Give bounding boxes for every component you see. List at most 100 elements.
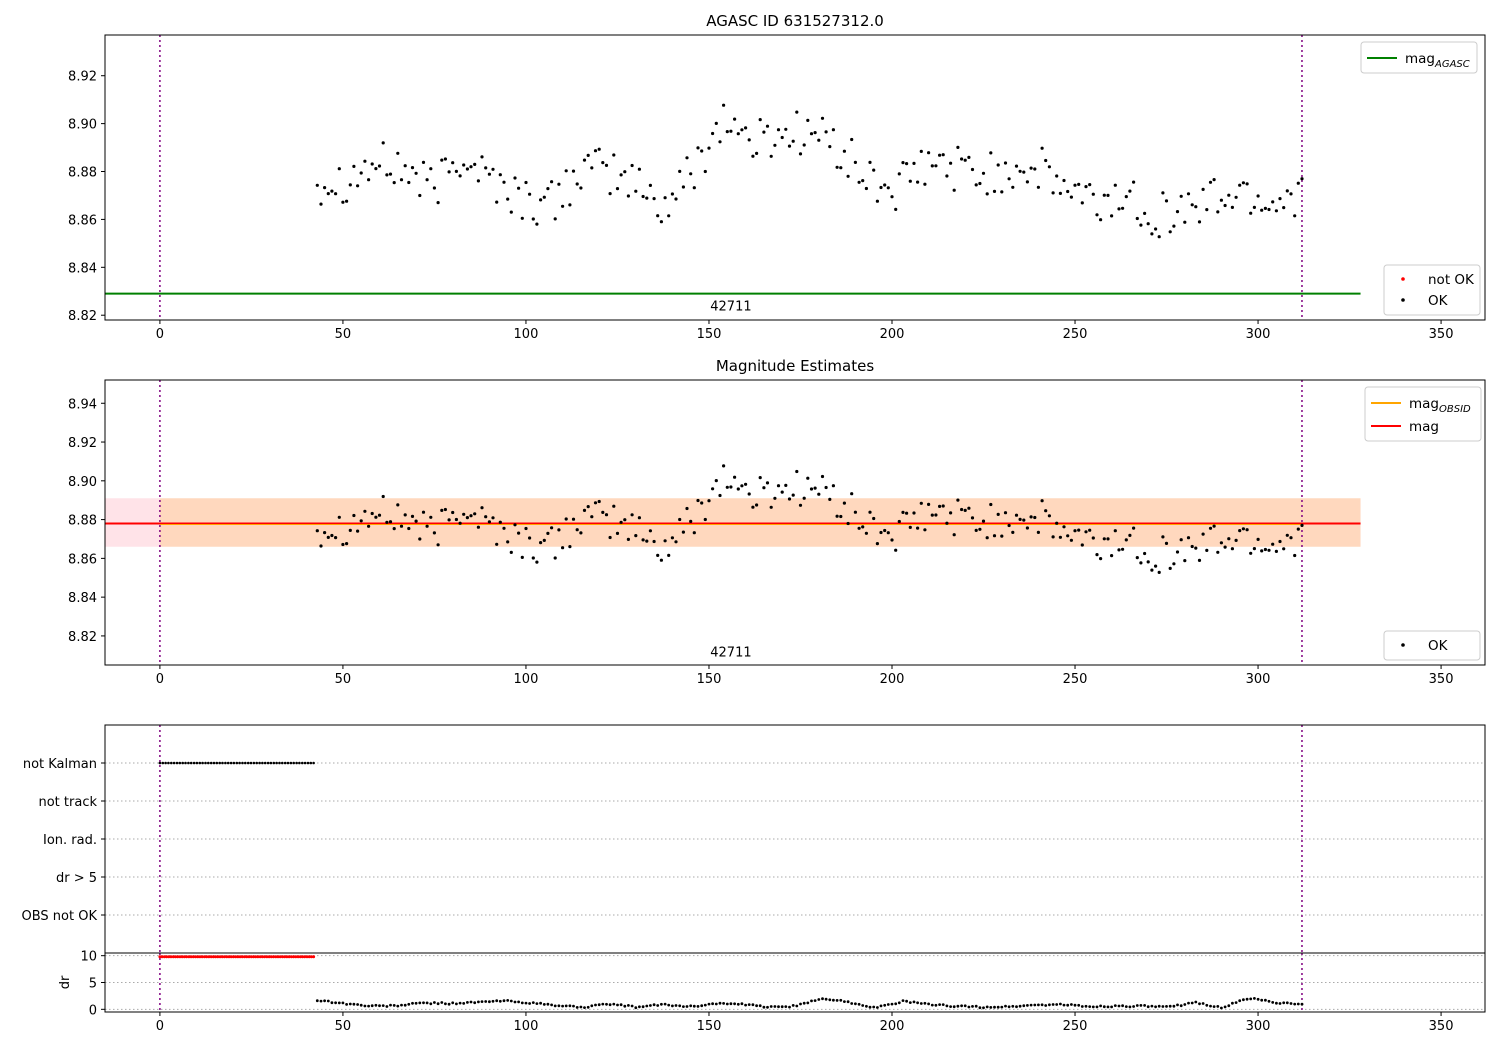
data-point-ok (539, 541, 543, 545)
dr-point-ok (638, 1005, 641, 1009)
flag-point (158, 761, 162, 765)
data-point-ok (989, 151, 993, 155)
x-tick-label: 200 (880, 672, 905, 687)
data-point-ok (1285, 533, 1289, 537)
dr-point-ok (315, 999, 319, 1003)
data-point-ok (399, 524, 404, 528)
data-point-ok (696, 146, 700, 150)
dr-point-not-ok (258, 955, 262, 959)
data-point-ok (1044, 158, 1048, 163)
dr-point-ok (682, 1005, 685, 1008)
dr-point-ok (319, 999, 323, 1003)
data-point-ok (853, 510, 858, 514)
data-point-ok (700, 501, 704, 505)
dr-point-ok (641, 1005, 645, 1009)
data-point-ok (1245, 528, 1249, 532)
dr-point-ok (883, 1003, 887, 1007)
data-point-ok (846, 521, 850, 526)
dr-point-ok (1132, 1005, 1135, 1008)
data-point-ok (377, 513, 382, 517)
data-point-ok (1099, 557, 1103, 561)
dr-point-ok (722, 1002, 725, 1005)
dr-point-ok (696, 1005, 700, 1008)
x-tick-label: 300 (1246, 327, 1271, 342)
dr-point-ok (542, 1003, 546, 1006)
data-point-ok (1011, 530, 1015, 535)
dr-point-ok (718, 1001, 722, 1005)
legend-point-label: OK (1428, 293, 1449, 309)
dr-point-ok (1264, 998, 1267, 1002)
data-point-ok (451, 510, 455, 515)
data-point-ok (729, 485, 733, 489)
data-point-ok (356, 184, 360, 188)
data-point-ok (469, 165, 473, 169)
data-point-ok (571, 517, 576, 521)
data-point-ok (1018, 517, 1022, 522)
dr-point-ok (594, 1003, 597, 1007)
data-point-ok (718, 140, 722, 144)
flag-point (192, 761, 196, 765)
data-point-ok (659, 558, 664, 562)
dr-point-ok (945, 1004, 949, 1008)
dr-point-ok (857, 1002, 861, 1006)
data-point-ok (711, 131, 715, 136)
data-point-ok (883, 528, 887, 533)
data-point-ok (363, 509, 367, 513)
data-point-ok (626, 194, 631, 198)
dr-point-ok (846, 1000, 850, 1004)
data-point-ok (432, 531, 436, 535)
dr-point-ok (583, 1006, 586, 1009)
data-point-ok (590, 515, 594, 519)
dr-point-ok (1018, 1004, 1022, 1008)
data-point-ok (670, 536, 675, 540)
data-point-ok (326, 192, 330, 196)
data-point-ok (1164, 199, 1169, 203)
data-point-ok (963, 508, 967, 512)
dr-point-ok (1209, 1004, 1212, 1008)
data-point-ok (1260, 549, 1264, 553)
dr-point-ok (1205, 1003, 1209, 1007)
data-point-ok (1135, 556, 1139, 560)
data-point-ok (392, 181, 396, 185)
data-point-ok (1047, 165, 1051, 169)
data-point-ok (1190, 544, 1194, 549)
flag-point (255, 761, 258, 765)
data-point-ok (506, 540, 510, 544)
data-point-ok (1296, 527, 1300, 531)
data-point-ok (795, 469, 799, 474)
data-point-ok (385, 520, 389, 524)
data-point-ok (458, 174, 462, 178)
data-point-ok (608, 535, 612, 540)
x-tick-label: 100 (514, 327, 539, 342)
data-point-ok (608, 192, 612, 196)
dr-point-ok (1139, 1004, 1143, 1007)
dr-point-not-ok (211, 955, 215, 959)
data-point-ok (1128, 533, 1132, 538)
flag-point (235, 761, 239, 765)
data-point-ok (1121, 547, 1125, 551)
dr-point-ok (769, 1005, 773, 1008)
data-point-ok (795, 110, 799, 114)
dr-point-ok (879, 1004, 883, 1008)
data-point-ok (1014, 164, 1019, 168)
data-point-ok (1157, 570, 1161, 575)
data-point-ok (1084, 530, 1088, 534)
data-point-ok (341, 542, 345, 547)
data-point-ok (956, 498, 960, 502)
data-point-ok (414, 519, 418, 523)
data-point-ok (981, 519, 986, 523)
data-point-ok (1073, 529, 1077, 533)
data-point-ok (652, 197, 656, 201)
dr-point-ok (491, 999, 495, 1003)
dr-point-not-ok (196, 955, 200, 959)
flag-point (175, 761, 179, 765)
y-tick-label: 8.84 (68, 591, 97, 606)
data-point-ok (1285, 189, 1289, 193)
data-point-ok (590, 166, 594, 170)
data-point-ok (1022, 170, 1026, 174)
data-point-ok (575, 528, 579, 532)
y-tick-label: 0 (89, 1003, 97, 1018)
dr-point-not-ok (301, 955, 304, 959)
data-point-ok (648, 529, 653, 533)
dr-point-ok (934, 1003, 938, 1007)
